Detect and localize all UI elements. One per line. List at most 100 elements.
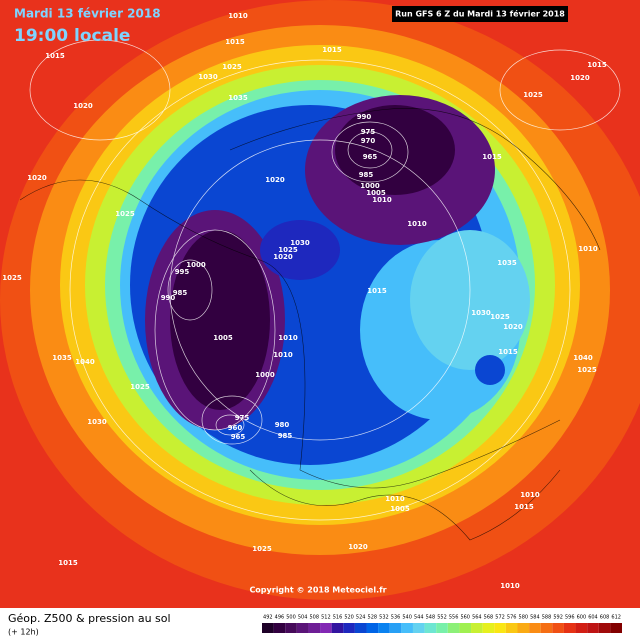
isobar-label: 1040: [75, 358, 95, 366]
isobar-label: 1035: [497, 259, 517, 267]
run-info: Run GFS 6 Z du Mardi 13 février 2018: [395, 9, 565, 19]
isobar-label: 1015: [498, 348, 518, 356]
isobar-label: 1025: [577, 366, 597, 374]
legend-label: 560: [460, 615, 470, 621]
footer-subtitle: (+ 12h): [8, 628, 39, 637]
legend-label: 536: [391, 615, 401, 621]
legend-swatch: [343, 623, 355, 633]
geopotential-field: 1010101510251030103510151020102010251025…: [0, 0, 640, 608]
legend-swatch: [436, 623, 448, 633]
isobar-label: 1025: [2, 274, 22, 282]
isobar-label: 1020: [570, 74, 590, 82]
legend-swatch: [471, 623, 483, 633]
legend-swatch: [296, 623, 309, 633]
legend-label: 556: [449, 615, 459, 621]
legend-swatch: [505, 623, 518, 633]
legend-swatch: [366, 623, 379, 633]
color-legend: 492 496 500 504 508 512 516 520 524 528 532 536 540 5…: [262, 615, 622, 633]
isobar-label: 1015: [322, 46, 342, 54]
isobar-label: 1005: [213, 334, 233, 342]
isobar-label: 965: [363, 153, 378, 161]
time: 19:00 locale: [14, 26, 130, 46]
legend-label: 520: [344, 615, 354, 621]
legend-label: 548: [426, 615, 436, 621]
isobar-label: 1035: [228, 94, 248, 102]
isobar-label: 1010: [407, 220, 427, 228]
legend-label: 540: [402, 615, 412, 621]
isobar-label: 1020: [503, 323, 523, 331]
date: Mardi 13 février 2018: [14, 7, 161, 21]
isobar-label: 1010: [520, 491, 540, 499]
isobar-label: 1005: [366, 189, 386, 197]
isobar-label: 1010: [278, 334, 298, 342]
legend-label: 580: [519, 615, 529, 621]
isobar-label: 1025: [222, 63, 242, 71]
isobar-label: 1015: [514, 503, 534, 511]
isobar-label: 970: [361, 137, 376, 145]
isobar-label: 980: [275, 421, 290, 429]
legend-label: 492: [263, 615, 273, 621]
isobar-label: 1025: [252, 545, 272, 553]
legend-swatch: [378, 623, 390, 633]
legend-label: 528: [368, 615, 378, 621]
legend-label: 524: [356, 615, 366, 621]
isobar-label: 1020: [27, 174, 47, 182]
isobar-label: 1030: [471, 309, 491, 317]
isobar-label: 1030: [198, 73, 218, 81]
isobar-label: 1005: [390, 505, 410, 513]
legend-label: 608: [600, 615, 610, 621]
isobar-label: 1020: [348, 543, 368, 551]
footer-title: Géop. Z500 & pression au sol: [8, 612, 171, 625]
isobar-label: 1000: [255, 371, 275, 379]
isobar-label: 1000: [186, 261, 206, 269]
legend-swatch: [552, 623, 564, 633]
legend-label: 604: [588, 615, 598, 621]
legend-label: 504: [298, 615, 308, 621]
legend-label: 500: [286, 615, 296, 621]
legend-label: 564: [472, 615, 482, 621]
isobar-label: 990: [357, 113, 372, 121]
copyright: Copyright © 2018 Meteociel.fr: [249, 586, 386, 595]
isobar-label: 985: [173, 289, 188, 297]
isobar-label: 1015: [587, 61, 607, 69]
isobar-label: 985: [359, 171, 374, 179]
legend-swatch: [424, 623, 437, 633]
legend-label: 508: [309, 615, 319, 621]
isobar-label: 1010: [372, 196, 392, 204]
isobar-label: 1015: [482, 153, 502, 161]
legend-swatch: [331, 623, 344, 633]
isobar-label: 1000: [360, 182, 380, 190]
run-box: [392, 6, 568, 22]
isobar-label: 985: [278, 432, 293, 440]
legend-label: 496: [275, 615, 285, 621]
isobar-label: 1030: [87, 418, 107, 426]
isobar-label: 975: [361, 128, 376, 136]
legend-label: 600: [577, 615, 587, 621]
isobar-label: 960: [228, 424, 243, 432]
legend-label: 576: [507, 615, 517, 621]
legend-swatch: [563, 623, 576, 633]
legend-swatch: [354, 623, 367, 633]
legend-label: 532: [379, 615, 389, 621]
isobar-label: 1015: [225, 38, 245, 46]
isobar-label: 1010: [385, 495, 405, 503]
legend-swatch: [447, 623, 460, 633]
legend-swatch: [308, 623, 321, 633]
isobar-label: 1010: [273, 351, 293, 359]
isobar-label: 1015: [45, 52, 65, 60]
legend-label: 612: [611, 615, 621, 621]
isobar-label: 965: [231, 433, 246, 441]
isobar-label: 1020: [273, 253, 293, 261]
legend-swatch: [494, 623, 506, 633]
isobar-label: 1010: [500, 582, 520, 590]
legend-swatch: [285, 623, 297, 633]
isobar-label: 1025: [278, 246, 298, 254]
legend-swatch: [482, 623, 495, 633]
legend-label: 544: [414, 615, 424, 621]
legend-label: 516: [333, 615, 343, 621]
isobar-label: 975: [235, 414, 250, 422]
legend-label: 588: [542, 615, 552, 621]
legend-swatch: [610, 623, 622, 633]
isobar-label: 1015: [367, 287, 387, 295]
